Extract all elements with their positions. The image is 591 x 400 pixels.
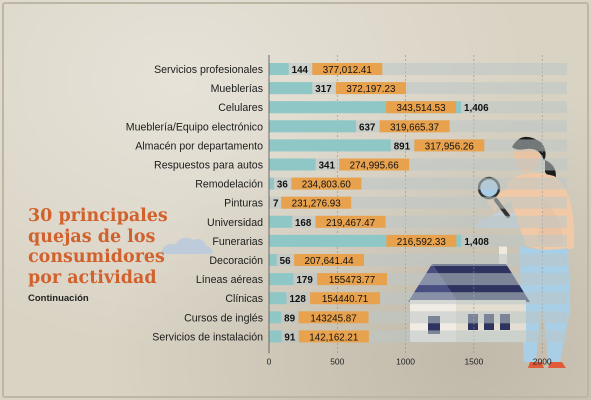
x-tick-label: 2000	[533, 357, 552, 367]
amount-box	[312, 63, 383, 75]
amount-box	[317, 273, 388, 286]
amount-box	[379, 120, 450, 133]
category-label: Líneas aéreas	[196, 274, 263, 286]
amount-box	[386, 101, 457, 114]
category-label: Almacén por departamento	[135, 140, 263, 152]
amount-label: 234,803.60	[302, 180, 352, 191]
amount-box	[281, 196, 352, 209]
category-label: Pinturas	[224, 198, 263, 210]
category-label: Cursos de inglés	[184, 312, 263, 324]
chart-bars: Servicios profesionales 144 377,012.41 Mueb…	[126, 63, 567, 343]
bar	[269, 254, 277, 266]
category-label: Funerarias	[212, 236, 263, 248]
bar	[269, 120, 357, 133]
value-label: 168	[295, 218, 312, 229]
x-tick-label: 0	[267, 357, 272, 367]
value-label: 7	[273, 199, 279, 210]
amount-box	[291, 177, 362, 190]
amount-label: 207,641.44	[305, 256, 355, 267]
amount-label: 216,592.33	[397, 237, 447, 248]
bar	[269, 63, 289, 75]
amount-label: 377,012.41	[323, 65, 372, 76]
amount-box	[386, 234, 457, 247]
category-label: Clínicas	[225, 293, 263, 305]
x-tick-label: 1000	[396, 357, 415, 367]
x-tick-label: 1500	[464, 357, 483, 367]
amount-box	[315, 215, 386, 228]
amount-label: 143245.87	[310, 313, 356, 324]
category-label: Decoración	[209, 255, 263, 267]
amount-label: 231,276.93	[292, 199, 342, 210]
amount-box	[414, 139, 485, 152]
category-label: Mueblería/Equipo electrónico	[126, 121, 263, 133]
amount-label: 343,514.53	[397, 103, 447, 114]
value-label: 36	[277, 180, 288, 191]
value-label: 1,408	[464, 237, 489, 248]
amount-label: 219,467.47	[326, 218, 375, 229]
amount-box	[298, 311, 369, 324]
value-label: 341	[319, 161, 336, 172]
amount-box	[335, 82, 406, 95]
chart-title: 30 principales quejas de los consumidore…	[28, 206, 168, 288]
amount-label: 317,956.26	[425, 141, 475, 152]
bar	[269, 177, 274, 190]
bar	[269, 139, 391, 152]
x-tick-label: 500	[330, 357, 344, 367]
amount-label: 274,995.66	[350, 161, 400, 172]
amount-box	[310, 292, 381, 305]
bar-track	[269, 273, 567, 286]
value-label: 637	[359, 122, 376, 133]
value-label: 128	[289, 294, 306, 305]
amount-label: 319,665.37	[390, 122, 439, 133]
value-label: 91	[284, 332, 295, 343]
amount-label: 154440.71	[322, 294, 368, 305]
chart-subtitle: Continuación	[28, 293, 89, 304]
x-axis: 0 500 1000 1500 2000	[267, 55, 552, 367]
amount-box	[339, 158, 410, 171]
value-label: 317	[315, 84, 332, 95]
bar-track	[269, 82, 567, 95]
amount-label: 142,162.21	[309, 332, 358, 343]
category-label: Servicios de instalación	[152, 331, 263, 343]
cloud-icon	[160, 237, 213, 254]
bar	[269, 82, 313, 95]
value-label: 89	[284, 313, 295, 324]
value-label: 179	[296, 275, 313, 286]
category-label: Mueblerías	[211, 83, 263, 95]
bar	[269, 311, 282, 324]
amount-label: 372,197.23	[346, 84, 396, 95]
amount-box	[298, 330, 369, 343]
value-label: 56	[280, 256, 291, 267]
category-label: Celulares	[218, 102, 263, 114]
category-label: Servicios profesionales	[154, 64, 263, 76]
value-label: 1,406	[464, 103, 489, 114]
category-label: Universidad	[207, 217, 263, 229]
amount-box	[294, 254, 365, 266]
amount-label: 155473.77	[329, 275, 375, 286]
bar	[269, 196, 270, 209]
bar	[269, 292, 287, 305]
category-label: Remodelación	[195, 179, 263, 191]
bar	[269, 158, 316, 171]
title-block: 30 principales quejas de los consumidore…	[28, 206, 188, 304]
bar	[269, 330, 282, 343]
bar-track	[269, 215, 567, 228]
value-label: 144	[292, 65, 309, 76]
bar	[269, 215, 292, 228]
value-label: 891	[394, 141, 411, 152]
bar	[269, 273, 294, 286]
category-label: Respuestos para autos	[154, 160, 263, 172]
